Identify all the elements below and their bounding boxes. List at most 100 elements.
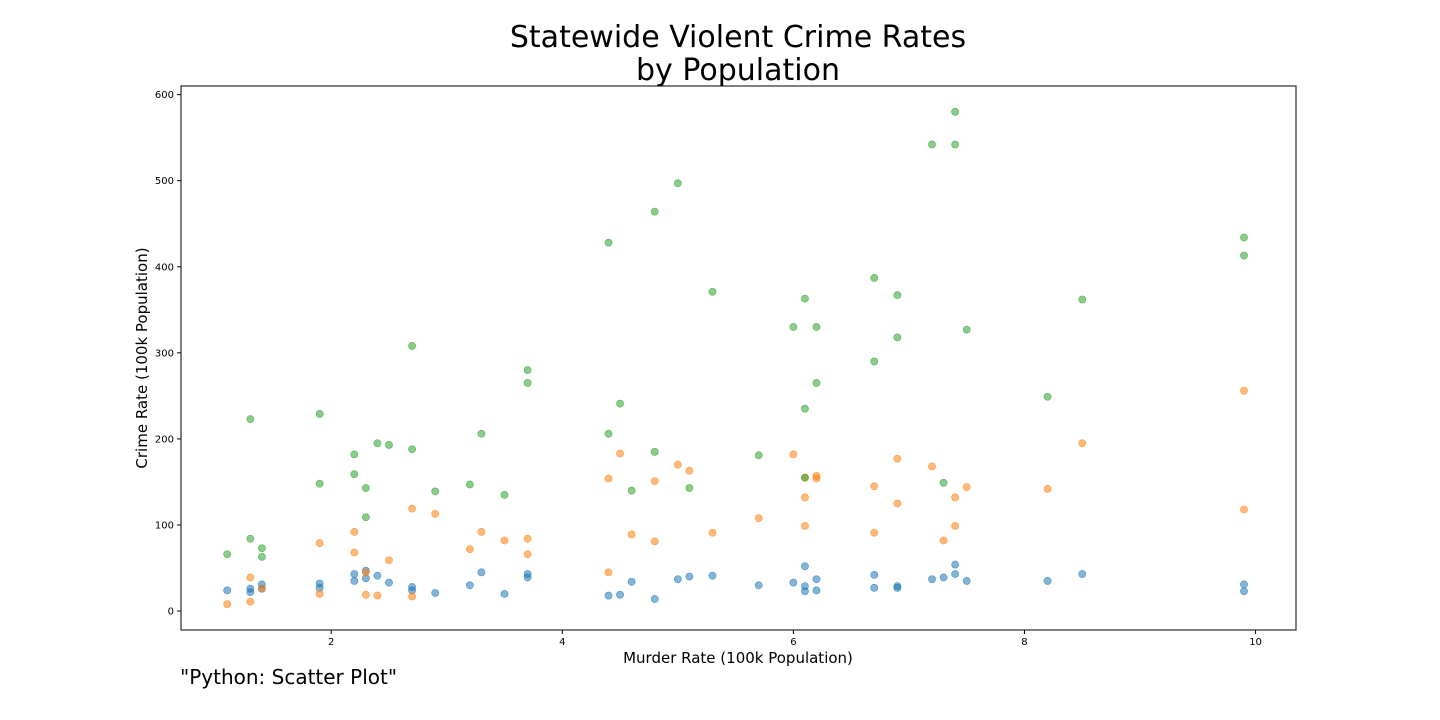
- data-point: [951, 107, 960, 116]
- y-tick-label: 0: [168, 607, 174, 618]
- data-point: [408, 342, 416, 350]
- data-point: [870, 482, 879, 491]
- data-point: [257, 544, 266, 553]
- data-point: [951, 560, 960, 569]
- data-point: [616, 590, 624, 599]
- data-point: [523, 534, 532, 543]
- data-point: [812, 575, 821, 584]
- data-point: [604, 474, 613, 483]
- data-point: [801, 521, 809, 530]
- data-point: [928, 462, 936, 471]
- data-point: [465, 545, 474, 553]
- data-point: [361, 513, 370, 522]
- data-point: [373, 439, 382, 448]
- data-point: [408, 592, 416, 601]
- data-point: [431, 509, 440, 518]
- data-point: [627, 486, 636, 495]
- data-point: [257, 584, 266, 593]
- data-point: [1043, 484, 1052, 493]
- y-tick-label: 100: [155, 520, 174, 531]
- data-point: [708, 287, 717, 296]
- data-point: [1240, 386, 1248, 395]
- data-point: [385, 578, 393, 587]
- data-point: [1078, 439, 1087, 448]
- data-point: [685, 484, 694, 492]
- data-point: [315, 579, 324, 588]
- data-point: [477, 527, 486, 536]
- data-point: [246, 588, 255, 597]
- data-point: [893, 333, 902, 342]
- data-point: [754, 581, 763, 590]
- data-point: [789, 450, 798, 459]
- data-point: [500, 536, 509, 545]
- y-tick-label: 300: [155, 348, 174, 359]
- data-point: [1240, 233, 1248, 242]
- data-point: [812, 379, 821, 387]
- data-point: [801, 404, 809, 413]
- data-point: [685, 572, 694, 581]
- chart-title: Statewide Violent Crime Rates: [510, 20, 966, 55]
- data-point: [1043, 577, 1052, 585]
- data-point: [893, 583, 902, 592]
- data-point: [350, 570, 359, 578]
- data-point: [801, 294, 809, 303]
- data-point: [801, 493, 809, 502]
- data-point: [870, 571, 879, 579]
- data-point: [523, 366, 532, 374]
- data-point: [373, 591, 382, 600]
- data-point: [939, 478, 948, 487]
- data-point: [350, 548, 359, 557]
- data-point: [523, 379, 532, 387]
- data-point: [465, 581, 474, 590]
- data-point: [616, 399, 624, 408]
- data-point: [1078, 295, 1087, 304]
- data-point: [246, 573, 255, 582]
- data-point: [801, 562, 809, 571]
- data-point: [315, 589, 324, 598]
- data-point: [962, 325, 971, 334]
- data-point: [939, 573, 948, 582]
- data-point: [1043, 392, 1052, 401]
- data-point: [673, 460, 682, 469]
- data-point: [650, 595, 659, 603]
- data-point: [870, 274, 879, 282]
- data-point: [361, 484, 370, 492]
- data-point: [1078, 570, 1087, 578]
- data-point: [500, 490, 509, 499]
- data-point: [604, 429, 613, 438]
- data-point: [350, 577, 359, 585]
- x-tick-label: 6: [790, 637, 796, 648]
- data-point: [870, 357, 879, 366]
- data-point: [685, 466, 694, 475]
- data-point: [870, 583, 879, 592]
- data-point: [431, 589, 440, 597]
- series-1: [223, 386, 1248, 609]
- x-axis-ticks: 2 4 6 8 10: [328, 630, 1262, 648]
- data-point: [939, 536, 948, 545]
- data-point: [812, 474, 821, 483]
- data-point: [315, 539, 324, 547]
- data-point: [754, 514, 763, 522]
- data-point: [408, 445, 416, 454]
- data-point: [928, 140, 936, 149]
- data-point: [789, 323, 798, 331]
- data-points: [223, 107, 1248, 609]
- data-point: [893, 454, 902, 463]
- data-point: [708, 528, 717, 537]
- data-point: [962, 483, 971, 492]
- data-point: [789, 578, 798, 587]
- data-point: [812, 323, 821, 331]
- data-point: [616, 449, 624, 458]
- data-point: [246, 597, 255, 606]
- x-tick-label: 10: [1249, 637, 1262, 648]
- data-point: [754, 451, 763, 460]
- data-point: [477, 429, 486, 438]
- data-point: [928, 575, 936, 584]
- data-point: [1240, 251, 1248, 260]
- y-axis-ticks: 0 100 200 300 400 500 600: [155, 90, 181, 618]
- x-tick-label: 4: [559, 637, 565, 648]
- data-point: [673, 575, 682, 584]
- data-point: [870, 528, 879, 537]
- data-point: [500, 589, 509, 598]
